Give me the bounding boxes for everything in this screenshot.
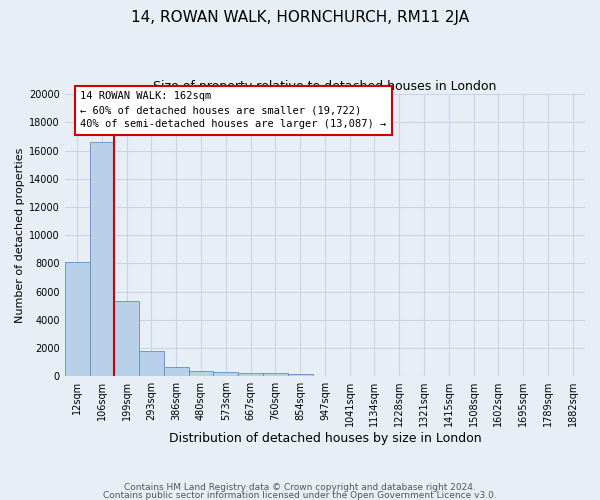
Bar <box>214 372 238 376</box>
Title: Size of property relative to detached houses in London: Size of property relative to detached ho… <box>153 80 497 93</box>
Bar <box>288 374 313 376</box>
Bar <box>115 302 139 376</box>
Text: Contains HM Land Registry data © Crown copyright and database right 2024.: Contains HM Land Registry data © Crown c… <box>124 483 476 492</box>
Bar <box>263 374 288 376</box>
Bar <box>139 352 164 376</box>
Bar <box>188 372 214 376</box>
Text: Contains public sector information licensed under the Open Government Licence v3: Contains public sector information licen… <box>103 490 497 500</box>
Bar <box>164 367 188 376</box>
Text: 14, ROWAN WALK, HORNCHURCH, RM11 2JA: 14, ROWAN WALK, HORNCHURCH, RM11 2JA <box>131 10 469 25</box>
X-axis label: Distribution of detached houses by size in London: Distribution of detached houses by size … <box>169 432 481 445</box>
Text: 14 ROWAN WALK: 162sqm
← 60% of detached houses are smaller (19,722)
40% of semi-: 14 ROWAN WALK: 162sqm ← 60% of detached … <box>80 92 386 130</box>
Bar <box>89 142 115 376</box>
Bar <box>65 262 89 376</box>
Y-axis label: Number of detached properties: Number of detached properties <box>15 148 25 323</box>
Bar <box>238 374 263 376</box>
